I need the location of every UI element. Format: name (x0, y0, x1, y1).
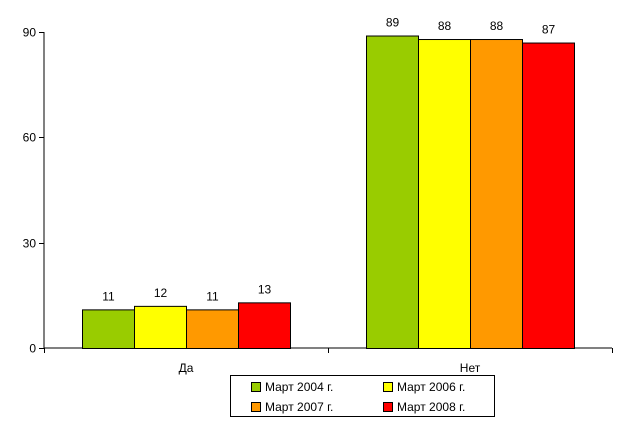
legend-swatch (251, 402, 261, 412)
legend-label: Март 2007 г. (265, 400, 334, 414)
data-label: 88 (438, 19, 452, 33)
legend-swatch (383, 402, 393, 412)
bar (366, 35, 419, 350)
x-tick-label: Нет (460, 361, 481, 375)
legend: Март 2004 г. Март 2006 г. Март 2007 г. Март… (230, 375, 495, 417)
data-label: 13 (258, 282, 272, 296)
legend-swatch (251, 382, 261, 392)
data-label: 89 (386, 16, 400, 30)
labels: Да 11 12 11 13 Нет 89 88 88 87 (102, 16, 555, 375)
data-label: 87 (542, 23, 556, 37)
y-tick-label: 90 (23, 26, 37, 40)
legend-label: Март 2008 г. (397, 400, 466, 414)
bar (134, 305, 187, 350)
data-label: 12 (154, 286, 168, 300)
data-label: 11 (206, 289, 219, 303)
y-tick-label: 30 (23, 237, 37, 251)
data-label: 11 (102, 289, 115, 303)
bar (238, 302, 291, 350)
bars (82, 35, 575, 350)
legend-item: Март 2007 г. (251, 397, 383, 417)
legend-label: Март 2006 г. (397, 380, 466, 394)
legend-item: Март 2004 г. (251, 377, 383, 397)
bar (470, 39, 523, 350)
x-tick-label: Да (179, 361, 194, 375)
y-tick-label: 60 (23, 131, 37, 145)
bar (418, 39, 471, 350)
legend-item: Март 2008 г. (383, 397, 515, 417)
legend-swatch (383, 382, 393, 392)
y-tick-label: 0 (29, 342, 36, 356)
legend-item: Март 2006 г. (383, 377, 515, 397)
data-label: 88 (490, 19, 504, 33)
bar (82, 309, 135, 349)
bar (186, 309, 239, 349)
legend-label: Март 2004 г. (265, 380, 334, 394)
bar (522, 42, 575, 350)
